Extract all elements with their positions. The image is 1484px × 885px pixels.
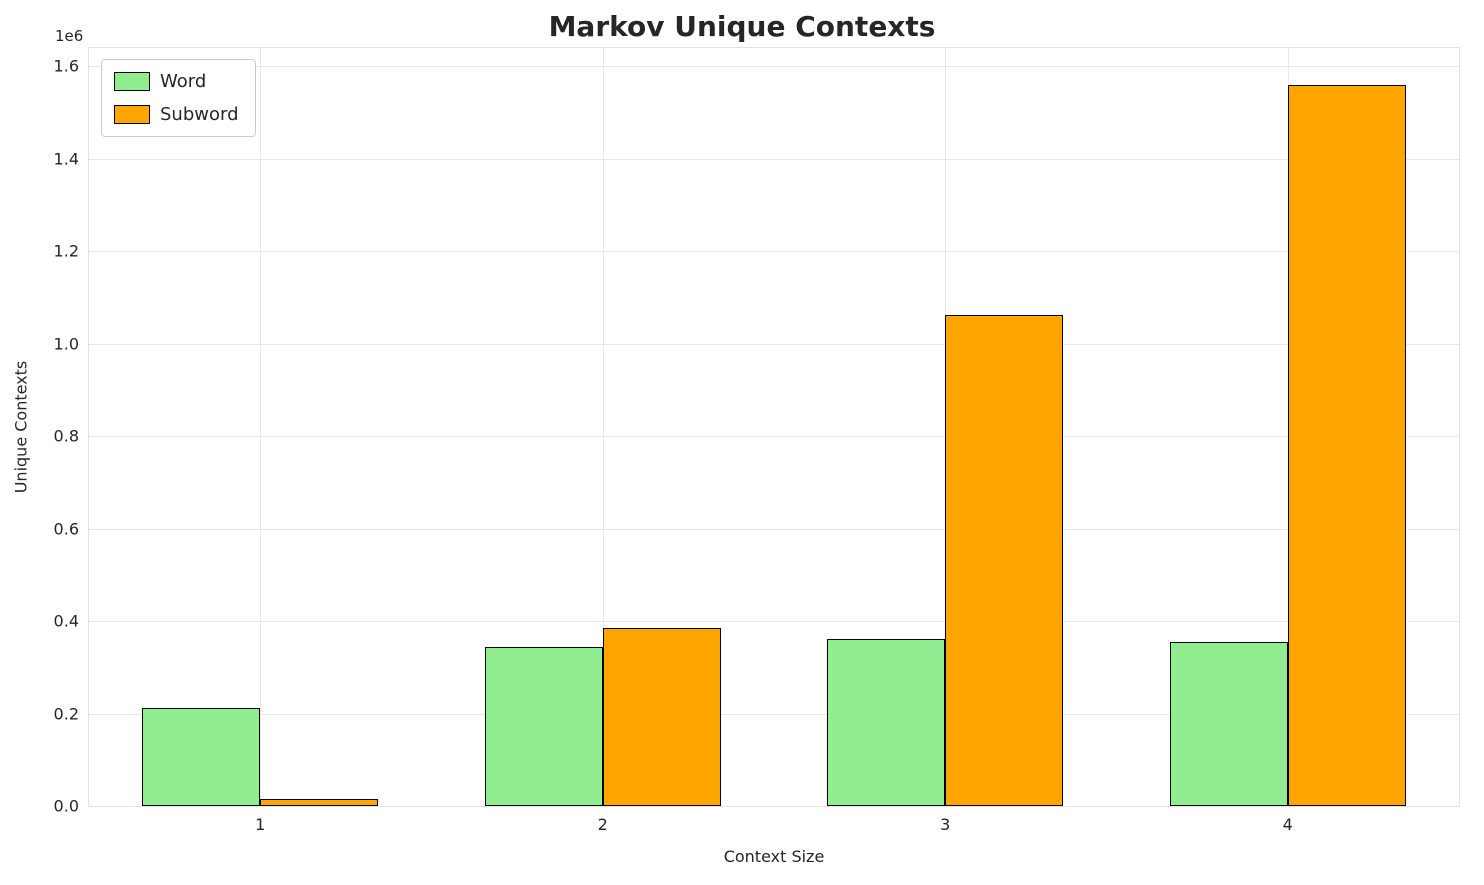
bar-word-ctx3 <box>827 638 946 806</box>
y-axis-offset-label: 1e6 <box>55 27 84 45</box>
chart-title: Markov Unique Contexts <box>548 10 936 43</box>
y-axis-label: Unique Contexts <box>11 360 31 494</box>
y-tick-label: 0.4 <box>53 611 79 631</box>
bar-subword-ctx1 <box>260 799 379 806</box>
x-tick-label: 2 <box>597 815 608 834</box>
y-gridline <box>89 251 1459 253</box>
plot-area: Word Subword 0.0 0.2 0.4 0.6 0.8 1.0 1.2 1.4 1.6… <box>54 47 1460 834</box>
legend-label-subword: Subword <box>160 104 239 125</box>
y-gridline <box>89 436 1459 438</box>
x-gridline <box>602 48 604 806</box>
y-tick-label: 0.0 <box>53 796 79 816</box>
y-gridline <box>89 621 1459 623</box>
y-tick-label: 0.8 <box>53 426 79 446</box>
y-gridline <box>89 158 1459 160</box>
y-tick-label: 0.6 <box>53 519 79 539</box>
y-gridline <box>89 66 1459 68</box>
y-tick-label: 1.4 <box>53 149 79 169</box>
bar-subword-ctx2 <box>602 628 721 806</box>
y-tick-label: 1.0 <box>53 334 79 354</box>
bar-word-ctx4 <box>1169 641 1288 806</box>
y-gridline <box>89 528 1459 530</box>
y-gridline <box>89 343 1459 345</box>
legend-swatch-subword <box>114 105 150 124</box>
x-tick-label: 1 <box>255 815 266 834</box>
legend-item-subword: Subword <box>114 104 239 125</box>
x-gridline <box>260 48 262 806</box>
x-tick-label: 3 <box>940 815 951 834</box>
y-gridline <box>89 713 1459 715</box>
bar-word-ctx1 <box>142 708 261 806</box>
y-tick-label: 1.2 <box>53 241 79 261</box>
bar-word-ctx2 <box>484 646 603 806</box>
bar-subword-ctx3 <box>945 315 1064 806</box>
bar-subword-ctx4 <box>1287 84 1406 806</box>
legend-label-word: Word <box>160 71 207 92</box>
y-tick-label: 0.2 <box>53 704 79 724</box>
legend-item-word: Word <box>114 71 239 92</box>
x-axis-label: Context Size <box>723 847 825 866</box>
y-tick-label: 1.6 <box>53 56 79 76</box>
x-tick-label: 4 <box>1282 815 1293 834</box>
legend-swatch-word <box>114 72 150 91</box>
legend: Word Subword <box>101 59 256 137</box>
